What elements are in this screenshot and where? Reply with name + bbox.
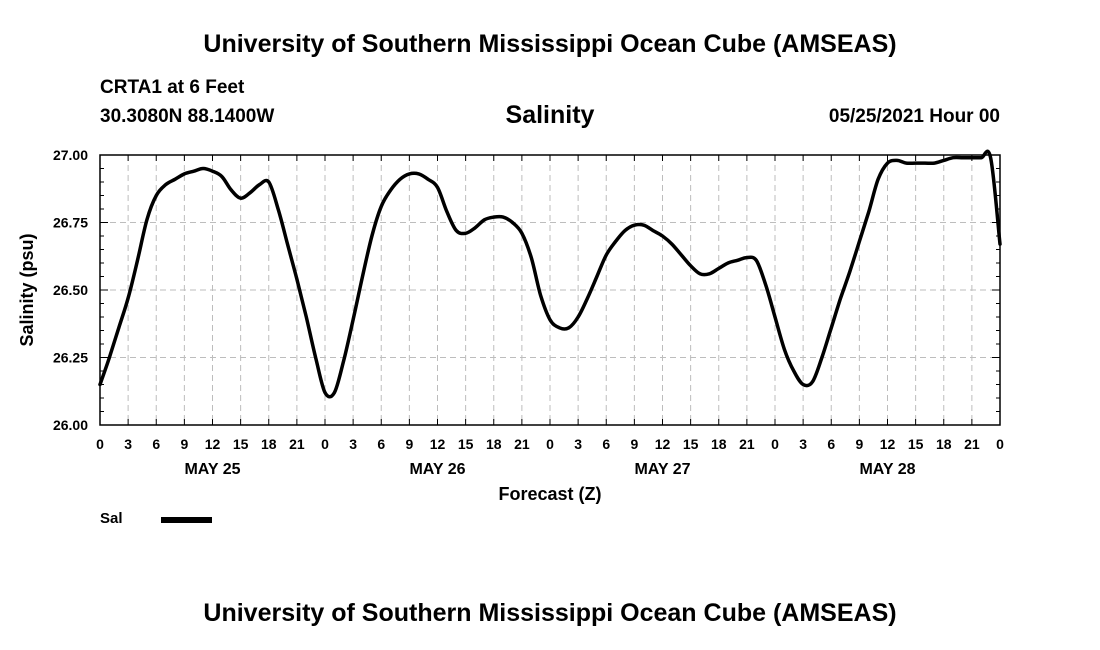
legend-label: Sal <box>100 510 123 527</box>
x-tick-label: 6 <box>377 436 385 452</box>
x-tick-label: 15 <box>908 436 924 452</box>
x-tick-label: 21 <box>739 436 755 452</box>
x-tick-label: 3 <box>574 436 582 452</box>
x-tick-label: 9 <box>630 436 638 452</box>
x-tick-label: 0 <box>321 436 329 452</box>
x-tick-label: 12 <box>430 436 446 452</box>
x-tick-label: 21 <box>964 436 980 452</box>
x-tick-label: 3 <box>349 436 357 452</box>
x-tick-label: 12 <box>655 436 671 452</box>
x-tick-label: 3 <box>124 436 132 452</box>
x-tick-label: 9 <box>855 436 863 452</box>
y-tick-label: 26.75 <box>53 215 88 231</box>
x-tick-label: 15 <box>458 436 474 452</box>
x-tick-label: 6 <box>152 436 160 452</box>
y-axis-label: Salinity (psu) <box>17 233 37 346</box>
y-tick-label: 27.00 <box>53 147 88 163</box>
y-tick-label: 26.00 <box>53 417 88 433</box>
y-tick-label: 26.50 <box>53 282 88 298</box>
day-label: MAY 28 <box>859 461 915 478</box>
x-tick-label: 18 <box>936 436 952 452</box>
station-name: CRTA1 at 6 Feet <box>100 77 245 98</box>
x-tick-label: 6 <box>602 436 610 452</box>
x-tick-label: 18 <box>261 436 277 452</box>
x-tick-label: 18 <box>711 436 727 452</box>
day-label: MAY 27 <box>634 461 690 478</box>
bottom-title: University of Southern Mississippi Ocean… <box>203 599 897 627</box>
station-coordinates: 30.3080N 88.1400W <box>100 106 275 127</box>
x-tick-label: 9 <box>180 436 188 452</box>
x-tick-label: 3 <box>799 436 807 452</box>
x-tick-label: 0 <box>96 436 104 452</box>
x-tick-label: 12 <box>205 436 221 452</box>
x-tick-label: 0 <box>996 436 1004 452</box>
forecast-datetime: 05/25/2021 Hour 00 <box>828 106 1000 127</box>
x-tick-label: 0 <box>546 436 554 452</box>
chart-title: Salinity <box>505 101 595 129</box>
y-tick-label: 26.25 <box>53 350 88 366</box>
x-tick-label: 21 <box>514 436 530 452</box>
x-tick-label: 15 <box>233 436 249 452</box>
x-axis-label: Forecast (Z) <box>498 484 601 504</box>
x-tick-label: 15 <box>683 436 699 452</box>
top-title: University of Southern Mississippi Ocean… <box>203 30 897 58</box>
x-tick-label: 12 <box>880 436 896 452</box>
x-tick-label: 0 <box>771 436 779 452</box>
day-label: MAY 25 <box>184 461 240 478</box>
series-line-sal <box>98 149 1002 399</box>
x-tick-label: 9 <box>405 436 413 452</box>
x-tick-label: 18 <box>486 436 502 452</box>
x-tick-label: 6 <box>827 436 835 452</box>
x-tick-label: 21 <box>289 436 305 452</box>
day-label: MAY 26 <box>409 461 465 478</box>
legend-line-swatch <box>161 517 212 523</box>
